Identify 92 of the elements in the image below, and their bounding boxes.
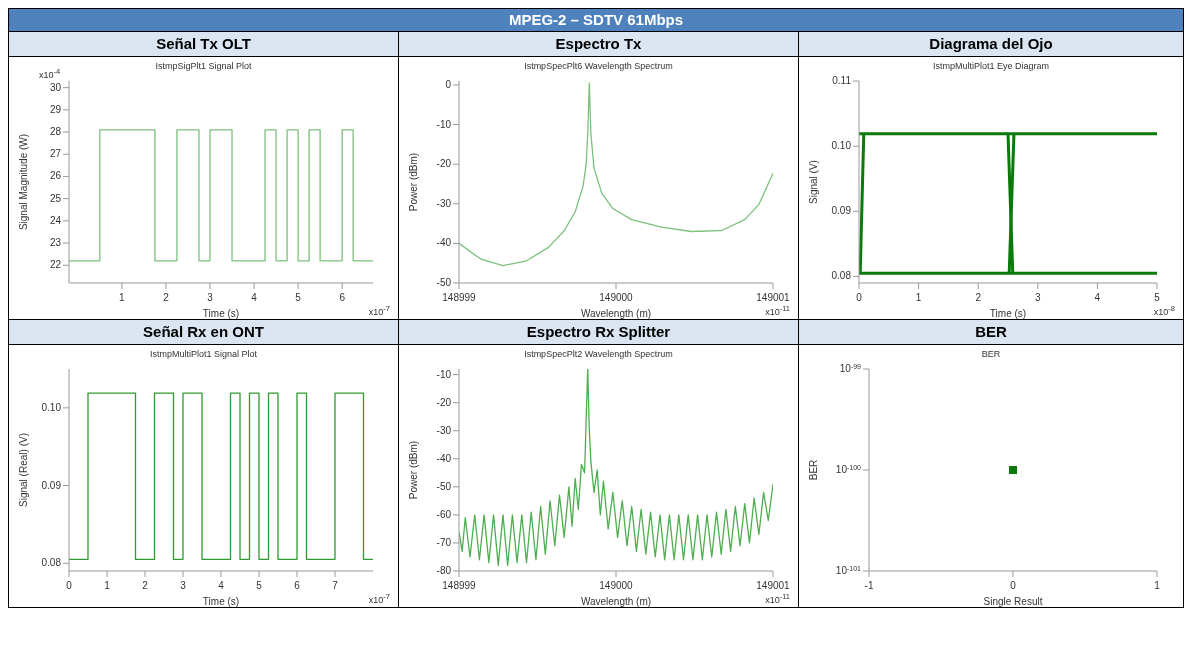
y-tick-label: -30 — [436, 424, 452, 436]
y-tick-label: -50 — [436, 480, 452, 492]
chart-subtitle: IstmpSpecPlt6 Wavelength Spectrum — [523, 60, 674, 73]
x-tick-label: 4 — [218, 580, 225, 591]
y-axis-title: Signal (V) — [807, 160, 819, 204]
x-axis-title: Wavelength (m) — [580, 308, 652, 319]
y-tick-label: -50 — [436, 277, 452, 288]
chart-title: Diagrama del Ojo — [799, 32, 1183, 57]
y-tick-label: 0.09 — [41, 479, 62, 491]
x-tick-label: 3 — [180, 580, 187, 591]
x-tick-label: 2 — [163, 292, 170, 303]
x-axis-title: Time (s) — [202, 596, 240, 607]
text: MPEG-2 – SDTV 61Mbps — [9, 9, 1183, 32]
x-tick-label: 1 — [119, 292, 126, 303]
y-tick-label: 10$^{-99}$ — [839, 362, 862, 374]
x-tick-label: 149000 — [599, 580, 634, 591]
y-tick-label: 28 — [49, 126, 62, 138]
chart-title: Señal Tx OLT — [9, 32, 398, 57]
x-tick-label: 0 — [1010, 580, 1017, 591]
x-tick-label: 1 — [104, 580, 111, 591]
y-tick-label: 30 — [49, 81, 62, 93]
x-tick-label: 3 — [207, 292, 214, 303]
x-axis-title: Single Result — [983, 596, 1043, 607]
y-tick-label: -60 — [436, 508, 452, 520]
x-tick-label: 149000 — [599, 292, 634, 303]
text: x10$^{-7}$ — [368, 304, 390, 317]
x-axis-title: Time (s) — [202, 308, 240, 319]
y-axis-title: Signal (Real) (V) — [17, 433, 29, 507]
text: x10$^{-8}$ — [1153, 304, 1175, 317]
text: x10$^{-11}$ — [765, 304, 790, 317]
y-tick-label: 22 — [49, 259, 62, 271]
y-tick-label: 0.10 — [831, 140, 852, 152]
y-tick-label: -70 — [436, 536, 452, 548]
y-tick-label: -20 — [436, 396, 452, 408]
x-tick-label: 2 — [142, 580, 149, 591]
y-tick-label: -30 — [436, 197, 452, 209]
y-tick-label: 29 — [49, 103, 62, 115]
y-tick-label: -10 — [436, 118, 452, 130]
chart-subtitle: BER — [980, 348, 1002, 361]
y-tick-label: -80 — [436, 565, 452, 576]
y-tick-label: 0.08 — [41, 557, 62, 569]
y-tick-label: 0 — [445, 78, 452, 90]
y-tick-label: 25 — [49, 192, 62, 204]
x-axis-title: Wavelength (m) — [580, 596, 652, 607]
chart-title: Señal Rx en ONT — [9, 320, 398, 345]
x-tick-label: 148999 — [442, 580, 477, 591]
y-tick-label: 10$^{-101}$ — [835, 564, 862, 576]
x-tick-label: 5 — [1154, 292, 1161, 303]
chart-subtitle: IstmpSpecPlt2 Wavelength Spectrum — [523, 348, 674, 361]
chart-title: Espectro Tx — [399, 32, 798, 57]
x-tick-label: 7 — [332, 580, 339, 591]
chart-subtitle: IstmpSigPlt1 Signal Plot — [155, 61, 252, 71]
chart-subtitle: IstmpMultiPlot1 Signal Plot — [148, 348, 258, 361]
x-tick-label: 1 — [915, 292, 922, 303]
y-tick-label: 23 — [49, 237, 62, 249]
y-tick-label: 0.09 — [831, 205, 852, 217]
y-tick-label: 27 — [49, 148, 62, 160]
y-tick-label: 10$^{-100}$ — [835, 463, 862, 475]
text: x10$^{-11}$ — [765, 592, 790, 605]
x-tick-label: 2 — [975, 292, 982, 303]
x-tick-label: 5 — [295, 292, 302, 303]
chart-title: BER — [799, 320, 1183, 345]
x-tick-label: -1 — [864, 580, 874, 591]
x-tick-label: 1 — [1154, 580, 1161, 591]
y-tick-label: -10 — [436, 368, 452, 380]
x-tick-label: 0 — [66, 580, 73, 591]
y-axis-title: Power (dBm) — [407, 152, 419, 212]
x-tick-label: 5 — [256, 580, 263, 591]
x-axis-title: Time (s) — [989, 308, 1027, 319]
y-tick-label: 24 — [49, 214, 62, 226]
x-tick-label: 6 — [339, 292, 346, 303]
x-tick-label: 4 — [251, 292, 258, 303]
y-axis-title: Power (dBm) — [407, 440, 419, 500]
y-tick-label: 0.11 — [832, 75, 852, 86]
chart-title: Espectro Rx Splitter — [399, 320, 798, 345]
x-tick-label: 3 — [1035, 292, 1042, 303]
x-tick-label: 6 — [294, 580, 301, 591]
x-tick-label: 149001 — [756, 292, 791, 303]
text: x10$^{-7}$ — [368, 592, 390, 605]
y-tick-label: 0.08 — [831, 270, 852, 282]
text: x10$^{-4}$ — [39, 67, 61, 80]
x-tick-label: 148999 — [442, 292, 477, 303]
y-tick-label: -40 — [436, 452, 452, 464]
y-tick-label: -40 — [436, 237, 452, 249]
y-tick-label: 0.10 — [41, 401, 62, 413]
x-tick-label: 149001 — [756, 580, 791, 591]
y-axis-title: Signal Magnitude (W) — [17, 133, 29, 231]
y-tick-label: -20 — [436, 158, 452, 170]
x-tick-label: 4 — [1094, 292, 1101, 303]
y-axis-title: BER — [807, 459, 819, 481]
chart-subtitle: IstmpMultiPlot1 Eye Diagram — [931, 60, 1050, 73]
y-tick-label: 26 — [49, 170, 62, 182]
